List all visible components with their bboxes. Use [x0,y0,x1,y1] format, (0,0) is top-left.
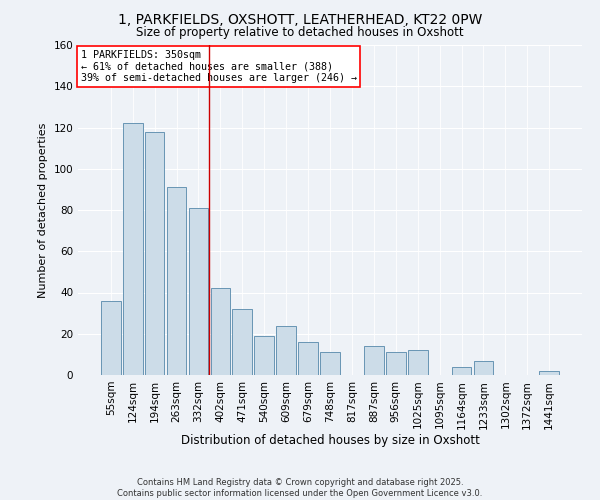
X-axis label: Distribution of detached houses by size in Oxshott: Distribution of detached houses by size … [181,434,479,447]
Bar [452,367,472,375]
Text: 1, PARKFIELDS, OXSHOTT, LEATHERHEAD, KT22 0PW: 1, PARKFIELDS, OXSHOTT, LEATHERHEAD, KT2… [118,12,482,26]
Bar [386,352,406,375]
Bar [101,300,121,375]
Bar [298,342,318,375]
Bar [364,346,384,375]
Bar [123,124,143,375]
Text: Contains HM Land Registry data © Crown copyright and database right 2025.
Contai: Contains HM Land Registry data © Crown c… [118,478,482,498]
Bar [276,326,296,375]
Bar [254,336,274,375]
Bar [473,360,493,375]
Bar [232,309,252,375]
Bar [188,208,208,375]
Bar [145,132,164,375]
Bar [539,371,559,375]
Bar [167,188,187,375]
Bar [408,350,428,375]
Text: Size of property relative to detached houses in Oxshott: Size of property relative to detached ho… [136,26,464,39]
Bar [320,352,340,375]
Y-axis label: Number of detached properties: Number of detached properties [38,122,48,298]
Bar [211,288,230,375]
Text: 1 PARKFIELDS: 350sqm
← 61% of detached houses are smaller (388)
39% of semi-deta: 1 PARKFIELDS: 350sqm ← 61% of detached h… [80,50,356,83]
